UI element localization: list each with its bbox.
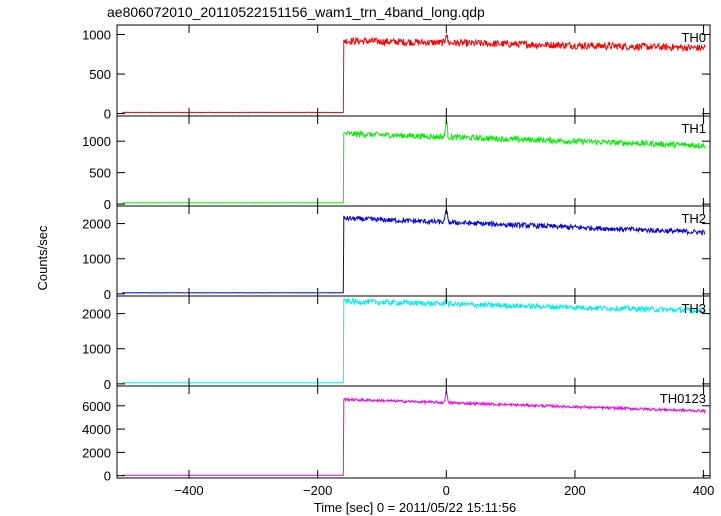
x-tick-label: 400 xyxy=(693,483,715,498)
panel-th0123: 0 2000 4000 6000 TH0123 xyxy=(82,385,711,484)
y-tick-label: 0 xyxy=(104,377,111,392)
y-tick-label: 2000 xyxy=(82,445,111,460)
series-line-th0123 xyxy=(122,390,706,476)
y-tick-label: 0 xyxy=(104,287,111,302)
panel-label-th2: TH2 xyxy=(681,211,706,226)
x-tick-label: 0 xyxy=(443,483,450,498)
y-tick-label: 2000 xyxy=(82,307,111,322)
y-tick-label: 500 xyxy=(89,67,111,82)
y-tick-label: 0 xyxy=(104,197,111,212)
y-tick-label: 6000 xyxy=(82,399,111,414)
chart-title: ae806072010_20110522151156_wam1_trn_4ban… xyxy=(107,4,485,20)
panel-label-th1: TH1 xyxy=(681,121,706,136)
panel-th1: 0 500 1000 TH1 xyxy=(82,115,711,212)
panel-th0: 0 500 1000 TH0 xyxy=(82,24,711,122)
y-tick-label: 1000 xyxy=(82,134,111,149)
x-axis-label: Time [sec] 0 = 2011/05/22 15:11:56 xyxy=(314,500,516,515)
x-tick-label: 200 xyxy=(564,483,586,498)
y-tick-label: 0 xyxy=(104,107,111,122)
y-tick-label: 4000 xyxy=(82,422,111,437)
panel-label-th3: TH3 xyxy=(681,301,706,316)
y-tick-label: 1000 xyxy=(82,342,111,357)
y-axis-label: Counts/sec xyxy=(35,225,50,291)
panel-th3: 0 1000 2000 TH3 xyxy=(82,295,711,392)
series-line-th3 xyxy=(122,297,706,384)
panel-frame xyxy=(116,24,711,117)
y-tick-label: 0 xyxy=(104,469,111,484)
x-tick-label: −400 xyxy=(174,483,203,498)
panel-th2: 0 1000 2000 TH2 xyxy=(82,205,711,302)
y-tick-label: 2000 xyxy=(82,217,111,232)
panel-frame xyxy=(116,115,711,207)
y-tick-label: 1000 xyxy=(82,252,111,267)
panel-label-th0: TH0 xyxy=(681,30,706,45)
series-line-th2 xyxy=(122,208,706,294)
series-line-th1 xyxy=(122,119,706,204)
panel-label-th0123: TH0123 xyxy=(660,391,706,406)
x-tick-label: −200 xyxy=(303,483,332,498)
series-line-th0 xyxy=(122,34,706,114)
y-tick-label: 500 xyxy=(89,166,111,181)
y-tick-label: 1000 xyxy=(82,27,111,42)
panel-frame xyxy=(116,385,711,479)
